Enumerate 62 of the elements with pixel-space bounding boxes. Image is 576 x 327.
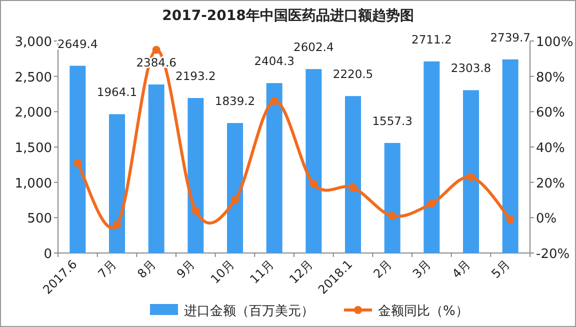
bar xyxy=(424,61,440,253)
point xyxy=(388,212,396,220)
point xyxy=(428,200,436,208)
point xyxy=(74,158,82,167)
point xyxy=(113,220,121,229)
bar xyxy=(109,114,125,253)
data-label: 2303.8 xyxy=(450,61,492,76)
data-label: 1557.3 xyxy=(372,114,412,128)
x-tick-label: 2月 xyxy=(370,257,394,282)
y2-tick-label: 40% xyxy=(536,141,565,156)
data-label: 2649.4 xyxy=(58,36,98,51)
bar xyxy=(227,123,243,253)
y-tick-label: 1,500 xyxy=(14,141,52,156)
y-tick-label: 500 xyxy=(27,212,52,227)
y2-tick-label: -20% xyxy=(536,247,570,262)
bar xyxy=(502,59,518,253)
y2-tick-label: 0% xyxy=(536,212,557,227)
x-tick-label: 11月 xyxy=(247,257,276,286)
data-label: 2739.7 xyxy=(490,30,530,44)
y-tick-label: 2,000 xyxy=(14,106,52,121)
point xyxy=(270,97,278,106)
data-label: 1964.1 xyxy=(96,85,138,100)
bar xyxy=(70,66,86,253)
data-label: 2193.2 xyxy=(176,69,216,84)
point xyxy=(506,215,514,224)
bar xyxy=(148,84,164,253)
x-tick-label: 8月 xyxy=(134,257,158,282)
x-tick-label: 4月 xyxy=(449,257,474,282)
legend-label: 金额同比（%） xyxy=(378,304,468,319)
x-tick-label: 9月 xyxy=(174,257,198,282)
data-label: 1839.2 xyxy=(214,94,256,108)
x-tick-label: 12月 xyxy=(286,257,316,286)
bar xyxy=(188,98,204,253)
bar xyxy=(345,96,361,253)
point xyxy=(310,180,318,188)
bar xyxy=(463,90,479,253)
y2-tick-label: 80% xyxy=(536,70,565,86)
point xyxy=(349,184,357,192)
bar xyxy=(266,83,282,253)
point xyxy=(231,196,239,204)
point xyxy=(152,46,160,54)
y2-tick-label: 20% xyxy=(536,176,565,192)
y2-tick-label: 100% xyxy=(536,35,574,50)
point xyxy=(467,173,475,182)
point xyxy=(192,206,200,215)
data-label: 2404.3 xyxy=(254,54,294,68)
x-tick-label: 10月 xyxy=(208,257,238,286)
data-label: 2711.2 xyxy=(412,32,452,46)
x-tick-label: 3月 xyxy=(410,257,434,282)
x-tick-label: 7月 xyxy=(95,257,120,282)
data-label: 2220.5 xyxy=(332,67,374,82)
bar xyxy=(384,142,400,253)
chart-title: 2017-2018年中国医药品进口额趋势图 xyxy=(162,7,414,24)
bar xyxy=(306,69,322,253)
data-label: 2602.4 xyxy=(294,40,334,54)
y-tick-label: 2,500 xyxy=(14,70,52,86)
x-tick-label: 5月 xyxy=(488,257,512,282)
y-tick-label: 1,000 xyxy=(14,176,52,192)
y-tick-label: 0 xyxy=(44,247,52,262)
y2-tick-label: 60% xyxy=(536,106,565,121)
y-tick-label: 3,000 xyxy=(14,35,52,50)
legend-label: 进口金额（百万美元） xyxy=(184,303,314,319)
